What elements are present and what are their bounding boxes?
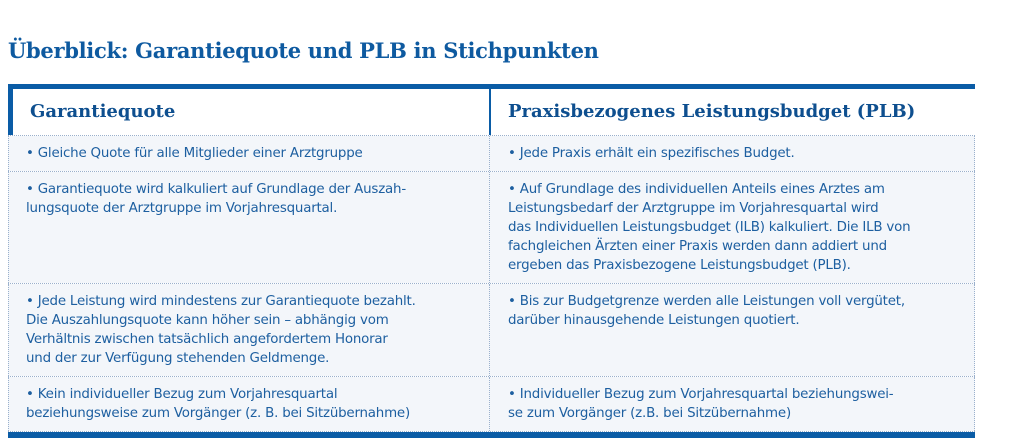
cell-text-line: • Individueller Bezug zum Vorjahresquart… (508, 387, 894, 402)
cell-text-line: Verhältnis zwischen tatsächlich angeford… (26, 332, 388, 347)
cell-text-line: lungsquote der Arztgruppe im Vorjahresqu… (26, 201, 338, 216)
cell-text-line: • Jede Praxis erhält ein spezifisches Bu… (508, 146, 795, 161)
table-row: • Kein individueller Bezug zum Vorjahres… (8, 377, 975, 432)
cell-text-line: • Gleiche Quote für alle Mitglieder eine… (26, 146, 363, 161)
cell-text-line: darüber hinausgehende Leistungen quotier… (508, 313, 800, 328)
cell-text-line: se zum Vorgänger (z.B. bei Sitzübernahme… (508, 406, 791, 421)
table-row: • Gleiche Quote für alle Mitglieder eine… (8, 136, 975, 172)
table-row: • Garantiequote wird kalkuliert auf Grun… (8, 172, 975, 284)
cell-text-line: • Auf Grundlage des individuellen Anteil… (508, 182, 885, 197)
comparison-table: Garantiequote Praxisbezogenes Leistungsb… (8, 84, 975, 438)
cell-text-line: Die Auszahlungsquote kann höher sein – a… (26, 313, 389, 328)
table-cell-left: • Jede Leistung wird mindestens zur Gara… (8, 284, 489, 376)
table-cell-right: • Jede Praxis erhält ein spezifisches Bu… (489, 136, 975, 171)
table-cell-left: • Kein individueller Bezug zum Vorjahres… (8, 377, 489, 431)
table-top-bar (8, 84, 975, 89)
cell-text-line: beziehungsweise zum Vorgänger (z. B. bei… (26, 406, 410, 421)
column-header-garantiequote: Garantiequote (8, 89, 489, 135)
cell-text-line: fachgleichen Ärzten einer Praxis werden … (508, 239, 887, 254)
table-row: • Jede Leistung wird mindestens zur Gara… (8, 284, 975, 377)
cell-text-line: ergeben das Praxisbezogene Leistungsbudg… (508, 258, 851, 273)
table-cell-right: • Individueller Bezug zum Vorjahresquart… (489, 377, 975, 431)
cell-text-line: und der zur Verfügung stehenden Geldmeng… (26, 351, 330, 366)
table-cell-right: • Bis zur Budgetgrenze werden alle Leist… (489, 284, 975, 376)
table-header: Garantiequote Praxisbezogenes Leistungsb… (8, 89, 975, 136)
column-header-plb: Praxisbezogenes Leistungsbudget (PLB) (489, 89, 975, 135)
cell-text-line: • Jede Leistung wird mindestens zur Gara… (26, 294, 416, 309)
table-cell-right: • Auf Grundlage des individuellen Anteil… (489, 172, 975, 283)
cell-text-line: • Garantiequote wird kalkuliert auf Grun… (26, 182, 406, 197)
table-bottom-bar (8, 432, 975, 438)
cell-text-line: das Individuellen Leistungsbudget (ILB) … (508, 220, 911, 235)
page-title: Überblick: Garantiequote und PLB in Stic… (8, 38, 599, 63)
cell-text-line: • Kein individueller Bezug zum Vorjahres… (26, 387, 338, 402)
table-cell-left: • Garantiequote wird kalkuliert auf Grun… (8, 172, 489, 283)
cell-text-line: Leistungsbedarf der Arztgruppe im Vorjah… (508, 201, 879, 216)
cell-text-line: • Bis zur Budgetgrenze werden alle Leist… (508, 294, 905, 309)
table-cell-left: • Gleiche Quote für alle Mitglieder eine… (8, 136, 489, 171)
